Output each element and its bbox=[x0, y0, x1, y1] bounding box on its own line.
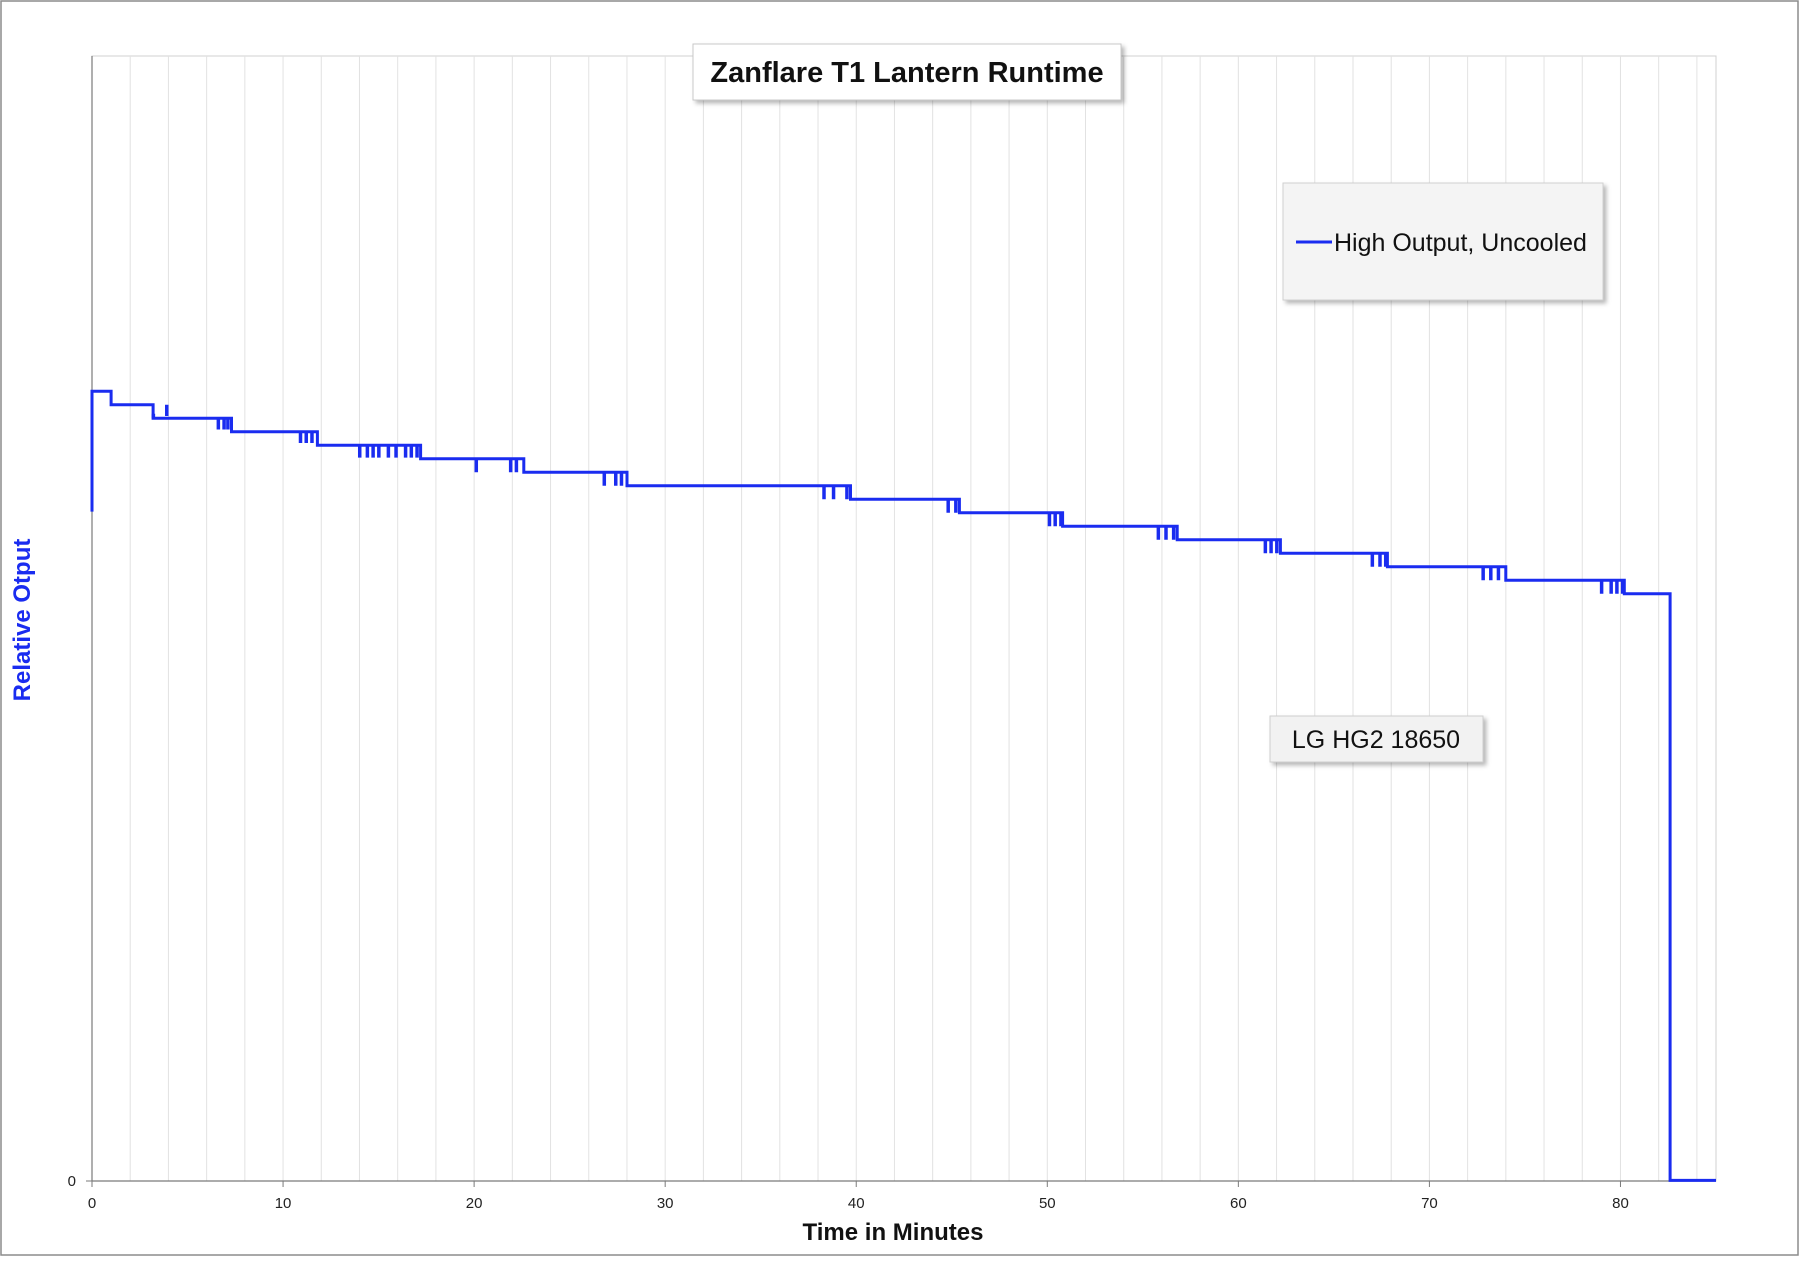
x-tick-label: 20 bbox=[466, 1195, 483, 1212]
chart-title-box: Zanflare T1 Lantern Runtime bbox=[692, 43, 1122, 101]
annotation-box: LG HG2 18650 bbox=[1269, 715, 1484, 763]
tick-labels: 0 10 20 30 40 50 60 70 80 0 bbox=[68, 1173, 1629, 1212]
x-tick-label: 40 bbox=[848, 1195, 865, 1212]
series-dip-mark bbox=[151, 413, 156, 419]
legend-box bbox=[1282, 182, 1604, 301]
legend: High Output, Uncooled bbox=[1282, 182, 1604, 301]
x-tick-label: 30 bbox=[657, 1195, 674, 1212]
series-dip-mark bbox=[822, 485, 826, 500]
series-dip-mark bbox=[415, 445, 419, 458]
series-dip-mark bbox=[226, 418, 230, 430]
legend-label: High Output, Uncooled bbox=[1334, 229, 1587, 257]
series-dip-mark bbox=[377, 445, 381, 458]
series-dip-mark bbox=[409, 445, 414, 458]
series-dip-mark bbox=[1164, 526, 1168, 540]
x-axis-title: Time in Minutes bbox=[803, 1219, 984, 1246]
series-dip-mark bbox=[365, 445, 370, 458]
series-dip-mark bbox=[1047, 512, 1052, 527]
series-dip-mark bbox=[1275, 539, 1279, 554]
series-dip-mark bbox=[845, 485, 849, 500]
series-dip-mark bbox=[831, 485, 836, 500]
series-dip-mark bbox=[394, 445, 398, 458]
y-axis-title: Relative Otput bbox=[9, 539, 36, 702]
series-dip-mark bbox=[614, 472, 618, 486]
series-dip-mark bbox=[403, 445, 408, 458]
series-dip-mark bbox=[1496, 566, 1501, 581]
series-dip-mark bbox=[1053, 512, 1057, 527]
series-dip-mark bbox=[602, 472, 607, 486]
x-tick-label: 0 bbox=[88, 1195, 96, 1212]
series-dip-mark bbox=[1481, 566, 1485, 581]
series-dip-mark bbox=[222, 418, 226, 430]
x-tick-label: 70 bbox=[1421, 1195, 1438, 1212]
series-layer bbox=[90, 389, 1716, 1182]
series-dip-mark bbox=[1489, 566, 1493, 581]
series-dip-mark bbox=[1615, 580, 1619, 594]
series-dip-mark bbox=[1383, 553, 1388, 567]
axes bbox=[91, 56, 1716, 1182]
series-dip-mark bbox=[1620, 580, 1625, 594]
series-dip-mark bbox=[619, 472, 624, 486]
series-dip-mark bbox=[165, 404, 169, 416]
series-dip-mark bbox=[1156, 526, 1161, 540]
x-tick-label: 60 bbox=[1230, 1195, 1247, 1212]
series-dip-mark bbox=[946, 499, 950, 513]
x-tick-label: 10 bbox=[275, 1195, 292, 1212]
series-dip-mark bbox=[216, 418, 221, 430]
series-dip-mark bbox=[514, 458, 519, 473]
series-dip-mark bbox=[508, 458, 513, 473]
chart-title: Zanflare T1 Lantern Runtime bbox=[710, 57, 1103, 89]
series-dip-mark bbox=[1171, 526, 1176, 540]
annotation-label: LG HG2 18650 bbox=[1292, 726, 1460, 754]
series-dip-mark bbox=[1269, 539, 1273, 554]
series-dip-mark bbox=[357, 445, 362, 458]
series-dip-mark bbox=[1263, 539, 1268, 554]
series-dip-mark bbox=[1370, 553, 1375, 567]
x-tick-label: 50 bbox=[1039, 1195, 1056, 1212]
series-dip-mark bbox=[1059, 512, 1063, 527]
series-dip-mark bbox=[304, 431, 308, 443]
x-tick-label: 80 bbox=[1612, 1195, 1629, 1212]
series-dip-mark bbox=[1599, 580, 1604, 594]
y-tick-label: 0 bbox=[68, 1173, 76, 1190]
series-dip-mark bbox=[371, 445, 375, 458]
series-dip-mark bbox=[310, 431, 314, 443]
series-dip-mark bbox=[1378, 553, 1382, 567]
series-dip-mark bbox=[298, 431, 303, 443]
series-dip-mark bbox=[1609, 580, 1613, 594]
series-dip-mark bbox=[386, 445, 391, 458]
series-dip-mark bbox=[954, 499, 958, 513]
series-dip-mark bbox=[474, 458, 479, 473]
